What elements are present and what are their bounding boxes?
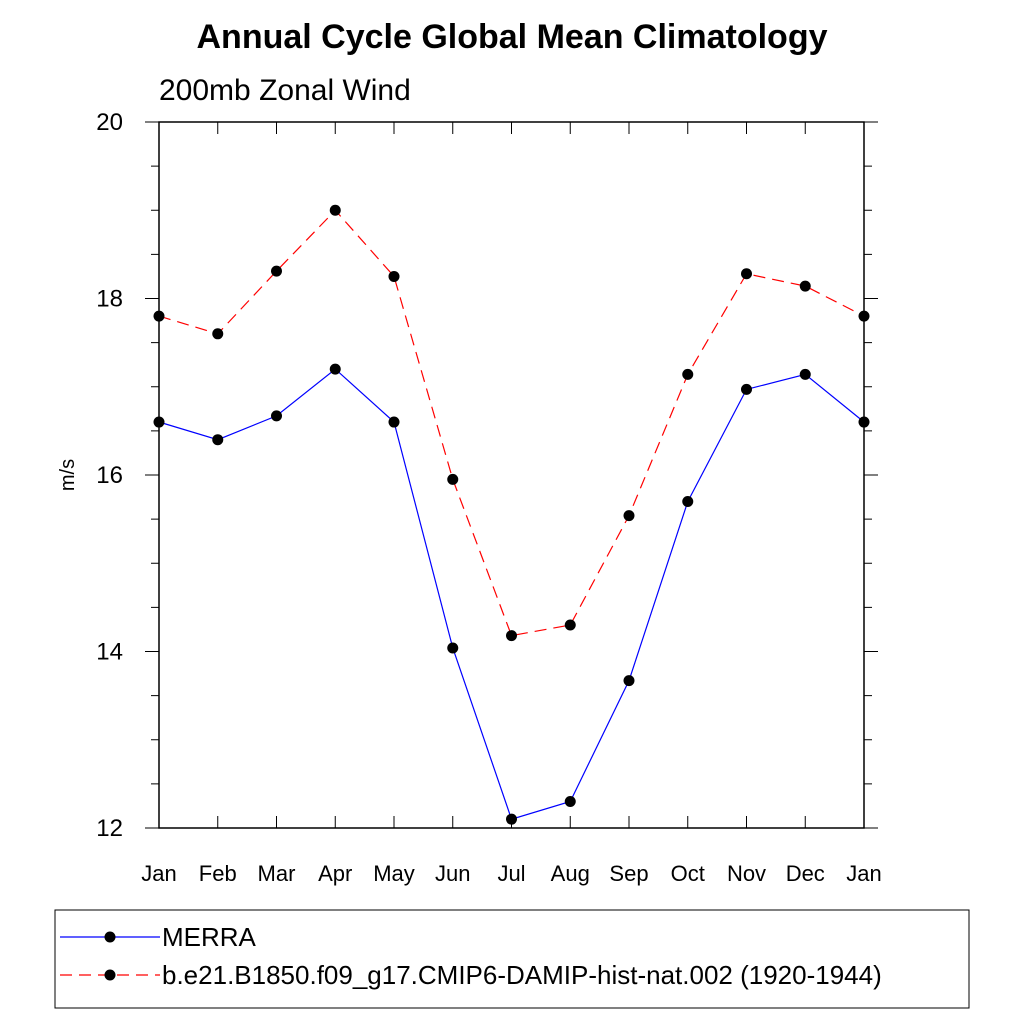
series-markers [153, 204, 870, 825]
x-tick-label: Jan [846, 861, 881, 886]
x-tick-labels: Jan Feb Mar Apr May Jun Jul Aug Sep Oct Nov Dec Jan [141, 861, 881, 886]
series-1-point [153, 310, 165, 322]
y-tick-label: 12 [96, 815, 123, 842]
series-1-point [329, 204, 341, 216]
series-1-point [447, 473, 459, 485]
plot-frame [158, 121, 865, 829]
axis-ticks [145, 121, 878, 829]
legend-box [54, 909, 970, 1009]
x-tick-label: Aug [551, 861, 590, 886]
x-tick-label: Sep [609, 861, 648, 886]
series-0-point [447, 642, 459, 654]
y-tick-label: 14 [96, 639, 123, 666]
series-line-1 [158, 209, 865, 637]
series-1-point [623, 510, 635, 522]
series-1-point [799, 280, 811, 292]
chart-subtitle: 200mb Zonal Wind [159, 74, 411, 107]
legend-label-merra: MERRA [162, 922, 257, 952]
series-0-point [564, 796, 576, 808]
series-0-point [741, 383, 752, 395]
x-tick-label: Oct [671, 861, 705, 886]
chart-title: Annual Cycle Global Mean Climatology [197, 18, 828, 56]
series-0-point [388, 416, 400, 428]
series-0-point [212, 434, 224, 446]
x-tick-label: Mar [258, 861, 296, 886]
x-tick-label: Jul [497, 861, 525, 886]
series-1-point [212, 328, 224, 340]
y-axis-title: m/s [57, 459, 79, 491]
series-0-point [329, 363, 341, 375]
series-1-point [858, 310, 870, 322]
y-tick-label: 20 [96, 109, 123, 136]
series-0-point [799, 368, 811, 380]
x-tick-label: May [373, 861, 415, 886]
series-0-point [153, 416, 165, 428]
series-1-point [388, 270, 400, 282]
series-0-point [506, 813, 517, 825]
series-lines [158, 209, 865, 820]
series-1-point [564, 619, 576, 631]
legend: MERRA b.e21.B1850.f09_g17.CMIP6-DAMIP-hi… [54, 909, 970, 1009]
series-1-point [741, 268, 752, 280]
legend-marker-model [104, 969, 116, 981]
y-tick-label: 18 [96, 286, 123, 313]
x-tick-label: Jun [435, 861, 470, 886]
legend-label-model: b.e21.B1850.f09_g17.CMIP6-DAMIP-hist-nat… [162, 960, 882, 990]
legend-marker-merra [104, 931, 116, 943]
x-tick-label: Dec [786, 861, 825, 886]
x-tick-label: Apr [318, 861, 352, 886]
y-tick-label: 16 [96, 462, 123, 489]
series-line-0 [158, 368, 865, 820]
series-0-point [271, 410, 282, 422]
x-tick-label: Jan [141, 861, 176, 886]
y-tick-labels: 12 14 16 18 20 [96, 109, 123, 842]
series-1-point [506, 630, 517, 642]
series-0-point [682, 495, 694, 507]
series-0-point [623, 675, 635, 687]
series-1-point [682, 368, 694, 380]
series-1-point [271, 265, 282, 277]
x-tick-label: Nov [727, 861, 766, 886]
x-tick-label: Feb [199, 861, 237, 886]
series-0-point [858, 416, 870, 428]
